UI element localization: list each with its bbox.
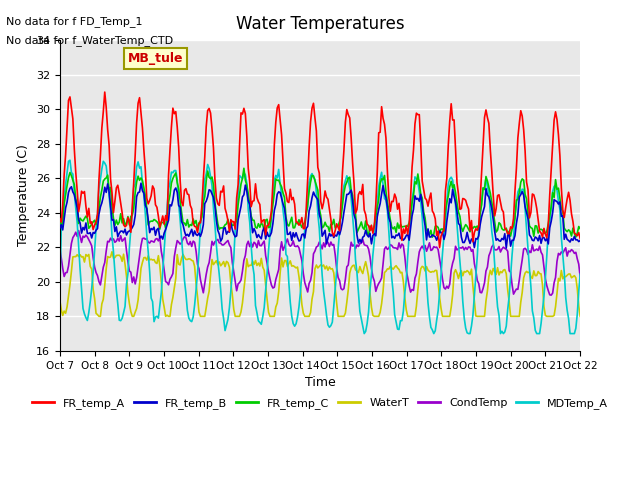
Y-axis label: Temperature (C): Temperature (C) xyxy=(17,144,30,246)
Legend: FR_temp_A, FR_temp_B, FR_temp_C, WaterT, CondTemp, MDTemp_A: FR_temp_A, FR_temp_B, FR_temp_C, WaterT,… xyxy=(27,394,613,414)
Text: MB_tule: MB_tule xyxy=(127,52,183,65)
Text: No data for f_WaterTemp_CTD: No data for f_WaterTemp_CTD xyxy=(6,35,173,46)
X-axis label: Time: Time xyxy=(305,376,335,389)
Text: No data for f FD_Temp_1: No data for f FD_Temp_1 xyxy=(6,16,143,27)
Title: Water Temperatures: Water Temperatures xyxy=(236,15,404,33)
